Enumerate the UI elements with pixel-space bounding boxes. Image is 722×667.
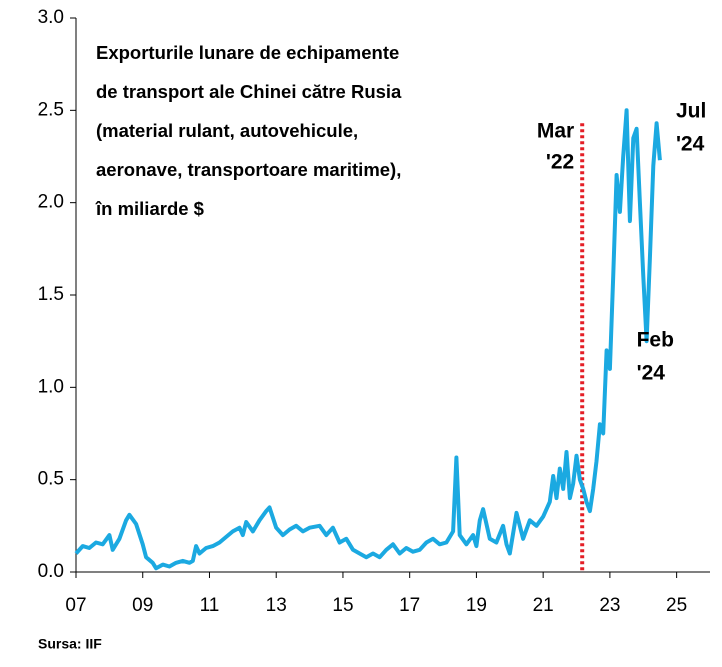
x-tick-label: 17 — [399, 595, 420, 616]
x-tick-label: 09 — [132, 595, 153, 616]
x-tick-label: 13 — [266, 595, 287, 616]
x-tick-label: 07 — [65, 595, 86, 616]
chart-title: în miliarde $ — [95, 198, 205, 219]
chart-title: (material rulant, autovehicule, — [96, 120, 358, 141]
y-tick-label: 1.0 — [38, 376, 64, 397]
x-tick-label: 21 — [533, 595, 554, 616]
chart-title: de transport ale Chinei către Rusia — [96, 81, 402, 102]
y-tick-label: 3.0 — [38, 7, 64, 28]
annotation: '24 — [676, 133, 705, 156]
annotation: '24 — [637, 362, 666, 385]
x-tick-label: 25 — [666, 595, 687, 616]
annotation: Jul — [676, 100, 706, 123]
x-tick-label: 19 — [466, 595, 487, 616]
x-tick-label: 11 — [200, 595, 220, 616]
chart-title: Exporturile lunare de echipamente — [96, 42, 399, 63]
x-tick-label: 23 — [599, 595, 620, 616]
event-label: '22 — [546, 151, 574, 174]
annotation: Feb — [637, 329, 674, 352]
y-tick-label: 0.0 — [38, 561, 64, 582]
x-tick-label: 15 — [332, 595, 353, 616]
event-label: Mar — [537, 120, 574, 143]
chart-title: aeronave, transportoare maritime), — [96, 159, 401, 180]
y-tick-label: 1.5 — [38, 284, 64, 305]
y-tick-label: 0.5 — [38, 469, 64, 490]
y-tick-label: 2.5 — [38, 99, 64, 120]
source: Sursa: IIF — [38, 636, 102, 652]
y-tick-label: 2.0 — [38, 192, 64, 213]
data-line — [74, 108, 662, 571]
